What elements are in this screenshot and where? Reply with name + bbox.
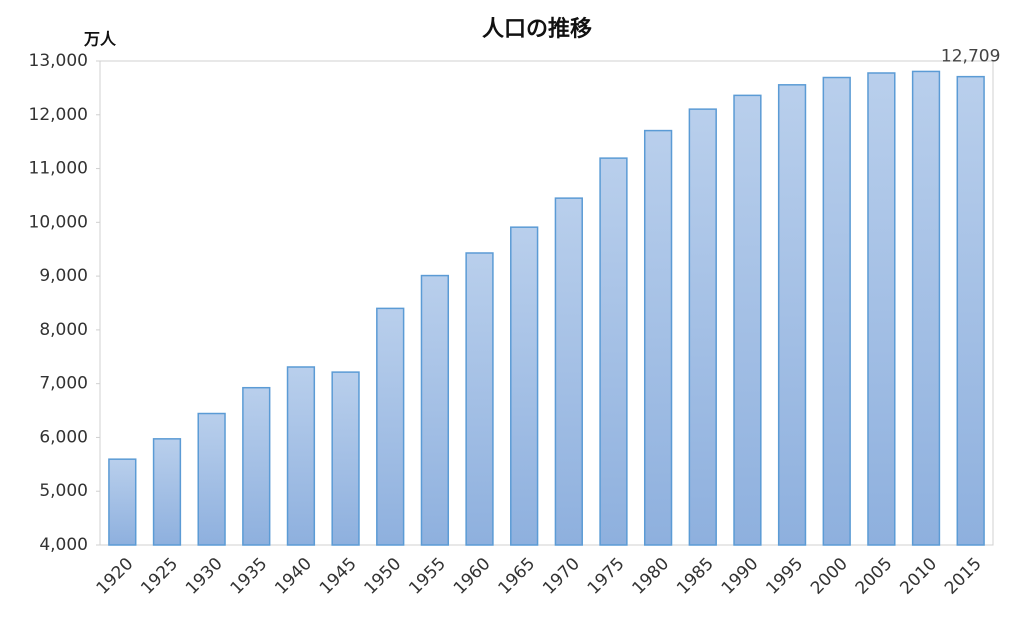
x-tick-label: 1990 — [718, 554, 763, 599]
bar — [242, 386, 271, 546]
x-tick-label: 1920 — [93, 554, 138, 599]
value-label: 12,709 — [941, 47, 1000, 67]
x-tick-label: 1945 — [316, 554, 361, 599]
bar — [420, 274, 450, 546]
chart-title: 人口の推移 — [482, 16, 592, 42]
bar — [554, 197, 583, 546]
bar — [376, 307, 405, 546]
x-tick-label: 2010 — [896, 554, 941, 599]
y-tick-label: 12,000 — [29, 105, 88, 125]
y-tick-label: 9,000 — [39, 266, 88, 286]
y-tick-label: 11,000 — [29, 159, 88, 179]
x-tick-label: 2015 — [941, 554, 986, 599]
bar — [822, 76, 851, 546]
x-tick-label: 2005 — [852, 554, 897, 599]
x-tick-label: 1995 — [762, 554, 807, 599]
bar — [777, 84, 807, 546]
x-tick-label: 1965 — [495, 554, 540, 599]
bar — [152, 438, 182, 546]
x-tick-label: 1950 — [361, 554, 406, 599]
bar — [108, 458, 137, 546]
bar — [286, 366, 316, 546]
y-tick-label: 8,000 — [39, 320, 88, 340]
bar — [331, 371, 360, 546]
bar — [867, 72, 896, 546]
bar — [733, 94, 762, 546]
bar — [911, 70, 941, 546]
y-tick-label: 4,000 — [39, 535, 88, 555]
x-tick-label: 1940 — [271, 554, 316, 599]
x-tick-label: 1985 — [673, 554, 718, 599]
bar — [510, 226, 539, 546]
y-tick-label: 13,000 — [29, 51, 88, 71]
y-unit: 万人 — [83, 30, 117, 49]
x-tick-label: 1935 — [227, 554, 272, 599]
y-tick-label: 10,000 — [29, 212, 88, 232]
plot-area — [99, 60, 994, 546]
bar — [643, 129, 673, 546]
bar — [688, 108, 717, 546]
x-tick-label: 2000 — [807, 554, 852, 599]
x-tick-label: 1930 — [182, 554, 227, 599]
y-tick-label: 5,000 — [39, 481, 88, 501]
y-tick-label: 7,000 — [39, 374, 88, 394]
x-tick-label: 1925 — [137, 554, 182, 599]
x-tick-label: 1975 — [584, 554, 629, 599]
bar — [465, 252, 494, 546]
bar — [197, 412, 226, 546]
y-tick-label: 6,000 — [39, 427, 88, 447]
bar — [599, 157, 628, 546]
x-tick-label: 1970 — [539, 554, 584, 599]
x-tick-label: 1960 — [450, 554, 495, 599]
x-tick-label: 1980 — [628, 554, 673, 599]
bar — [956, 75, 985, 546]
x-tick-label: 1955 — [405, 554, 450, 599]
